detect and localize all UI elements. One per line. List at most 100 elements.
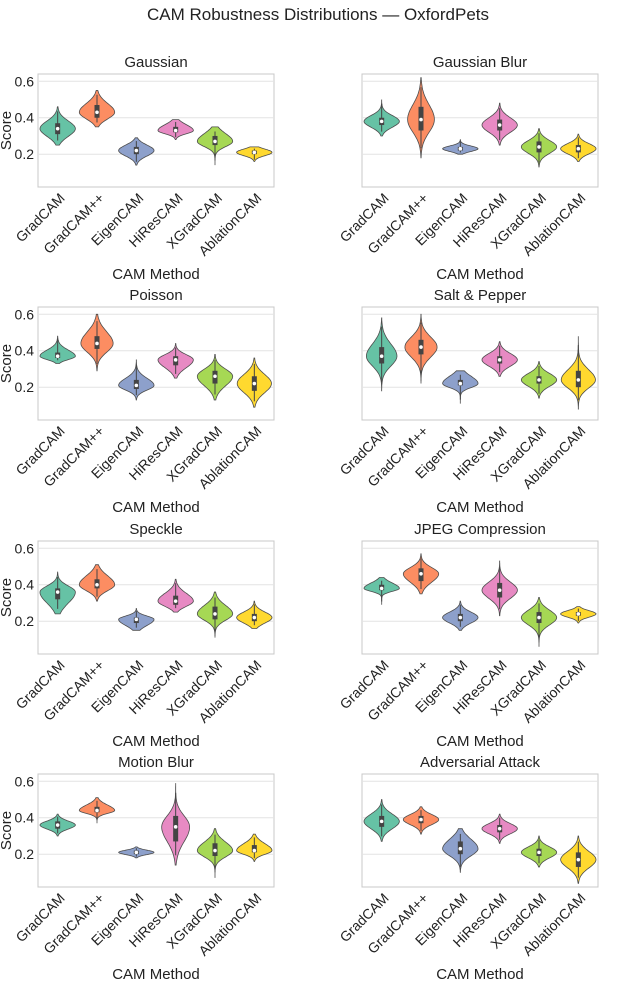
panel-motion-blur-ytick-label: 0.6 xyxy=(15,773,35,789)
panel-motion-blur-violin-xgradcam-median xyxy=(213,848,217,853)
panel-speckle-violin-xgradcam-median xyxy=(213,612,217,616)
panel-speckle-violin-ablationcam-median xyxy=(252,615,257,620)
panel-gaussian-blur-xlabel: CAM Method xyxy=(436,266,524,283)
panel-speckle-ytick-label: 0.2 xyxy=(15,613,35,629)
panel-gaussian-ylabel: Score xyxy=(0,111,15,150)
panel-salt-pepper-frame xyxy=(361,306,599,421)
panel-gaussian-ytick-label: 0.2 xyxy=(15,146,35,162)
panel-speckle-violin-gradcam-median xyxy=(55,590,60,594)
panel-gaussian-blur-violin-gradcam-median xyxy=(419,117,423,122)
panel-speckle-xlabel: CAM Method xyxy=(112,733,200,750)
panel-adversarial-attack-xlabel: CAM Method xyxy=(436,966,524,983)
panel-speckle-ytick-label: 0.6 xyxy=(15,540,35,556)
panel-adversarial-attack-violin-gradcam-median xyxy=(419,817,423,822)
panel-speckle-ylabel: Score xyxy=(0,578,15,617)
figure-title: CAM Robustness Distributions — OxfordPet… xyxy=(147,5,489,24)
panel-motion-blur-ytick-label: 0.4 xyxy=(15,810,35,826)
panel-salt-pepper: Salt & PepperGradCAMGradCAM++EigenCAMHiR… xyxy=(336,287,599,516)
panel-speckle: Speckle0.20.40.6ScoreGradCAMGradCAM++Eig… xyxy=(0,521,275,750)
panel-poisson-violin-hirescam-median xyxy=(173,358,178,362)
panel-gaussian-blur-violin-ablationcam-median xyxy=(576,146,581,151)
panel-gaussian-ytick-label: 0.6 xyxy=(15,73,35,89)
panel-jpeg-compression-violin-gradcam-median xyxy=(419,572,423,576)
panel-gaussian-blur-violin-xgradcam-median xyxy=(537,145,541,149)
panel-gaussian: Gaussian0.20.40.6ScoreGradCAMGradCAM++Ei… xyxy=(0,54,275,283)
panel-gaussian-violin-gradcam-median xyxy=(95,110,99,115)
panel-jpeg-compression-violin-eigencam-median xyxy=(458,615,463,620)
panel-poisson-ytick-label: 0.4 xyxy=(15,343,35,359)
panel-motion-blur-violin-hirescam-median xyxy=(173,825,178,829)
panel-gaussian-blur-frame xyxy=(361,73,599,188)
panel-gaussian-blur-violin-eigencam-median xyxy=(458,146,463,151)
panel-motion-blur-violin-gradcam-median xyxy=(95,808,99,813)
panel-salt-pepper-violin-gradcam-median xyxy=(419,345,423,349)
panel-motion-blur-ylabel: Score xyxy=(0,811,15,850)
panel-salt-pepper-violin-gradcam-median xyxy=(379,354,384,359)
panel-adversarial-attack-frame xyxy=(361,773,599,888)
panel-gaussian-violin-ablationcam-median xyxy=(252,150,257,155)
panel-speckle-violin-gradcam-median xyxy=(95,582,99,587)
panel-adversarial-attack-violin-eigencam-median xyxy=(458,846,463,851)
panel-jpeg-compression-violin-ablationcam-median xyxy=(576,612,581,616)
panel-poisson-frame xyxy=(37,306,275,421)
panel-motion-blur-violin-gradcam-median xyxy=(55,823,60,827)
panel-poisson: Poisson0.20.40.6ScoreGradCAMGradCAM++Eig… xyxy=(0,287,275,516)
panel-jpeg-compression-frame xyxy=(361,540,599,655)
panel-poisson-violin-xgradcam-median xyxy=(213,374,217,379)
panel-gaussian-violin-eigencam-median xyxy=(134,148,139,153)
panel-salt-pepper-xlabel: CAM Method xyxy=(436,499,524,516)
panel-poisson-ylabel: Score xyxy=(0,344,15,383)
panel-jpeg-compression-violin-hirescam-median xyxy=(497,588,502,593)
panel-poisson-ytick-label: 0.2 xyxy=(15,379,35,395)
panel-poisson-violin-eigencam-median xyxy=(134,383,139,388)
panel-gaussian-violin-hirescam-median xyxy=(173,128,178,133)
panel-poisson-violin-gradcam-median xyxy=(55,354,60,359)
panel-speckle-violin-hirescam-median xyxy=(173,599,178,603)
panel-motion-blur-violin-ablationcam-iqr-box xyxy=(251,845,257,853)
panel-speckle-frame xyxy=(37,540,275,655)
panel-speckle-violin-gradcam-iqr-box xyxy=(55,588,61,600)
panel-gaussian-blur-title: Gaussian Blur xyxy=(433,54,527,71)
panel-jpeg-compression: JPEG CompressionGradCAMGradCAM++EigenCAM… xyxy=(336,521,599,750)
panel-jpeg-compression-violin-gradcam-median xyxy=(379,586,384,591)
panel-motion-blur-violin-hirescam-iqr-box xyxy=(173,815,179,842)
panel-gaussian-blur: Gaussian BlurGradCAMGradCAM++EigenCAMHiR… xyxy=(336,54,599,283)
panel-gaussian-blur-violin-gradcam-median xyxy=(379,119,384,124)
panel-motion-blur-xlabel: CAM Method xyxy=(112,966,200,983)
panel-speckle-ytick-label: 0.4 xyxy=(15,577,35,593)
panel-jpeg-compression-xlabel: CAM Method xyxy=(436,733,524,750)
panel-adversarial-attack-violin-hirescam-median xyxy=(497,826,502,831)
panel-gaussian-title: Gaussian xyxy=(124,54,187,71)
panel-speckle-title: Speckle xyxy=(129,521,182,538)
panel-salt-pepper-violin-ablationcam-median xyxy=(576,378,581,382)
panel-poisson-xlabel: CAM Method xyxy=(112,499,200,516)
panel-motion-blur-violin-eigencam-median xyxy=(134,850,139,855)
panel-gaussian-blur-violin-hirescam-median xyxy=(497,123,502,127)
panel-salt-pepper-title: Salt & Pepper xyxy=(434,287,527,304)
panel-jpeg-compression-violin-xgradcam-median xyxy=(537,615,541,620)
panel-salt-pepper-violin-hirescam-median xyxy=(497,358,502,362)
panel-adversarial-attack-violin-gradcam-median xyxy=(379,819,384,824)
panel-poisson-violin-gradcam-median xyxy=(95,341,99,346)
panel-gaussian-violin-xgradcam-median xyxy=(213,139,217,144)
panel-motion-blur-frame xyxy=(37,773,275,888)
panel-jpeg-compression-title: JPEG Compression xyxy=(414,521,546,538)
panel-speckle-violin-eigencam-median xyxy=(134,617,139,622)
panel-gaussian-frame xyxy=(37,73,275,188)
panel-motion-blur-title: Motion Blur xyxy=(118,754,194,771)
panel-motion-blur-ytick-label: 0.2 xyxy=(15,846,35,862)
panel-poisson-title: Poisson xyxy=(129,287,182,304)
panel-gaussian-ytick-label: 0.4 xyxy=(15,110,35,126)
panel-adversarial-attack-violin-xgradcam-median xyxy=(537,850,541,855)
panel-gaussian-violin-gradcam-median xyxy=(55,126,60,131)
panel-motion-blur: Motion Blur0.20.40.6ScoreGradCAMGradCAM+… xyxy=(0,754,275,983)
panel-adversarial-attack: Adversarial AttackGradCAMGradCAM++EigenC… xyxy=(336,754,599,983)
panel-motion-blur-violin-ablationcam-median xyxy=(252,848,257,853)
panel-poisson-violin-ablationcam-median xyxy=(252,381,257,386)
panel-adversarial-attack-title: Adversarial Attack xyxy=(420,754,541,771)
panel-poisson-ytick-label: 0.6 xyxy=(15,306,35,322)
panel-salt-pepper-violin-xgradcam-median xyxy=(537,378,541,382)
panel-adversarial-attack-violin-ablationcam-median xyxy=(576,857,581,862)
